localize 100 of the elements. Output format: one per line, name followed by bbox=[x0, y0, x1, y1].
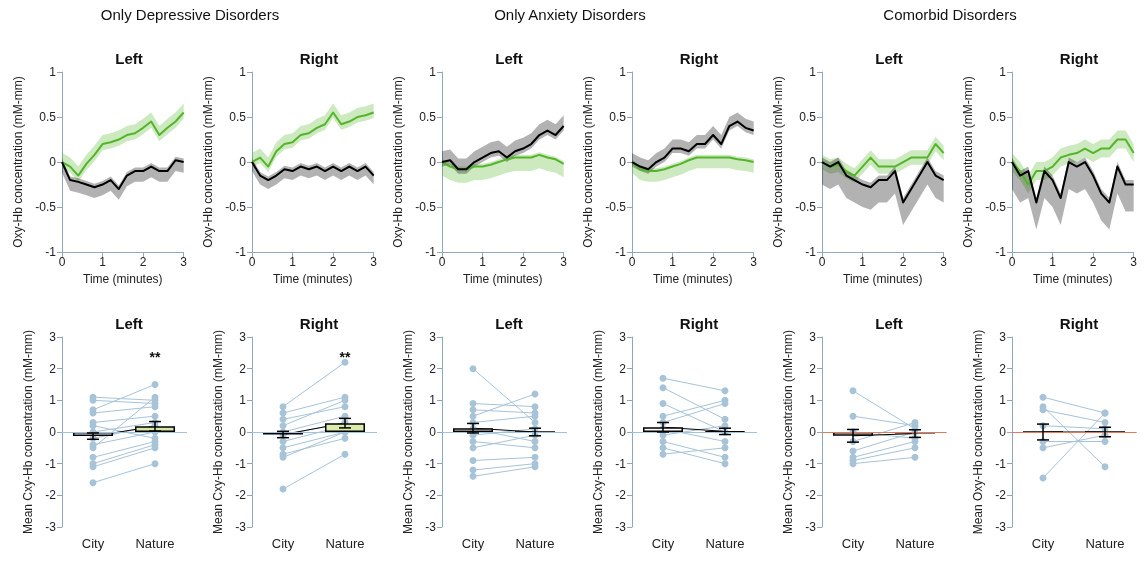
chart-title: Left bbox=[115, 315, 143, 332]
x-tick-label: 3 bbox=[1130, 255, 1138, 270]
y-tick-label: -3 bbox=[45, 520, 57, 534]
y-tick-label: 0.5 bbox=[229, 110, 247, 125]
chart-title: Left bbox=[115, 50, 143, 67]
y-tick-label: -1 bbox=[805, 245, 817, 260]
y-tick-label: -2 bbox=[805, 488, 817, 503]
y-tick-label: -2 bbox=[425, 488, 437, 503]
chart-title: Left bbox=[495, 50, 523, 67]
y-tick-label: 0.5 bbox=[799, 110, 817, 125]
x-tick-label: City bbox=[841, 536, 865, 551]
chart-title: Right bbox=[1059, 50, 1099, 67]
x-axis-title: Time (minutes) bbox=[653, 272, 733, 286]
chart-title: Right bbox=[679, 315, 719, 332]
y-axis-title: Mean Oxy-Hb concentration (mM-mm) bbox=[971, 329, 986, 535]
x-axis-title: Time (minutes) bbox=[273, 272, 353, 286]
y-tick-label: 3 bbox=[999, 330, 1007, 344]
y-tick-label: -2 bbox=[615, 488, 627, 503]
y-tick-label: 0 bbox=[429, 425, 437, 439]
y-tick-label: 0 bbox=[999, 425, 1007, 439]
x-tick-label: 3 bbox=[750, 255, 758, 270]
y-tick-label: 1 bbox=[999, 65, 1007, 79]
y-tick-label: 0.5 bbox=[39, 110, 57, 125]
y-tick-label: 0 bbox=[429, 155, 437, 170]
y-axis-title: Oxy-Hb concentration (mM-mm) bbox=[961, 76, 976, 248]
x-tick-label: City bbox=[81, 536, 105, 551]
x-tick-label: Nature bbox=[325, 536, 365, 551]
x-tick-label: 1 bbox=[859, 255, 867, 270]
y-axis-title: Mean Cxy-Hb concentration (mM-mm) bbox=[21, 329, 36, 535]
y-axis-title: Oxy-Hb concentration (mM-mm) bbox=[201, 76, 216, 248]
y-tick-label: -0.5 bbox=[605, 200, 627, 215]
y-tick-label: 2 bbox=[429, 361, 437, 376]
x-tick-label: City bbox=[271, 536, 295, 551]
x-tick-label: 2 bbox=[139, 255, 147, 270]
x-axis-title: Time (minutes) bbox=[843, 272, 923, 286]
y-tick-label: -1 bbox=[425, 456, 437, 471]
y-tick-label: -1 bbox=[995, 456, 1007, 471]
y-tick-label: 0 bbox=[239, 155, 247, 170]
x-tick-label: Nature bbox=[895, 536, 935, 551]
y-tick-label: -3 bbox=[995, 520, 1007, 534]
y-axis-title: Mean Cxy-Hb concentration (mM-mm) bbox=[211, 329, 226, 535]
x-tick-label: 2 bbox=[709, 255, 717, 270]
y-tick-label: 1 bbox=[49, 65, 57, 79]
x-tick-label: City bbox=[461, 536, 485, 551]
y-tick-label: 0.5 bbox=[609, 110, 627, 125]
y-tick-label: 0 bbox=[809, 425, 817, 439]
y-tick-label: -1 bbox=[45, 456, 57, 471]
x-tick-label: 2 bbox=[519, 255, 527, 270]
chart-title: Right bbox=[1059, 315, 1099, 332]
y-tick-label: -3 bbox=[235, 520, 247, 534]
y-tick-label: -0.5 bbox=[35, 200, 57, 215]
chart-title: Left bbox=[875, 50, 903, 67]
y-tick-label: 1 bbox=[49, 393, 57, 408]
y-axis-title: Oxy-Hb concentration (mM-mm) bbox=[391, 76, 406, 248]
y-tick-label: 0 bbox=[239, 425, 247, 439]
y-tick-label: 2 bbox=[999, 361, 1007, 376]
y-tick-label: -2 bbox=[995, 488, 1007, 503]
x-tick-label: Nature bbox=[705, 536, 745, 551]
y-axis-title: Mean Cxy-Hb concentration (mM-mm) bbox=[781, 329, 796, 535]
y-tick-label: 3 bbox=[619, 330, 627, 344]
x-tick-label: City bbox=[1031, 536, 1055, 551]
y-tick-label: 1 bbox=[239, 65, 247, 79]
x-axis-title: Time (minutes) bbox=[83, 272, 163, 286]
x-tick-label: 1 bbox=[1049, 255, 1057, 270]
y-axis-title: Oxy-Hb concentration (mM-mm) bbox=[771, 76, 786, 248]
x-tick-label: 2 bbox=[899, 255, 907, 270]
y-tick-label: 1 bbox=[619, 65, 627, 79]
y-tick-label: 3 bbox=[49, 330, 57, 344]
y-tick-label: -1 bbox=[615, 245, 627, 260]
y-tick-label: -1 bbox=[45, 245, 57, 260]
y-tick-label: -0.5 bbox=[795, 200, 817, 215]
y-tick-label: 2 bbox=[49, 361, 57, 376]
chart-title: Right bbox=[299, 315, 339, 332]
y-tick-label: 0 bbox=[809, 155, 817, 170]
x-tick-label: 1 bbox=[669, 255, 677, 270]
x-tick-label: 3 bbox=[940, 255, 948, 270]
y-tick-label: 0 bbox=[49, 155, 57, 170]
x-tick-label: 3 bbox=[560, 255, 568, 270]
x-tick-label: City bbox=[651, 536, 675, 551]
y-axis-title: Oxy-Hb concentration (mM-mm) bbox=[11, 76, 26, 248]
y-tick-label: 0 bbox=[619, 425, 627, 439]
x-tick-label: 3 bbox=[180, 255, 188, 270]
y-tick-label: 1 bbox=[809, 393, 817, 408]
y-axis-title: Oxy-Hb concentration (mM-mm) bbox=[581, 76, 596, 248]
y-tick-label: -1 bbox=[805, 456, 817, 471]
x-tick-label: 1 bbox=[99, 255, 107, 270]
x-tick-label: Nature bbox=[1085, 536, 1125, 551]
y-tick-label: 3 bbox=[809, 330, 817, 344]
y-tick-label: 1 bbox=[999, 393, 1007, 408]
text: Only Depressive Disorders bbox=[99, 6, 281, 23]
x-tick-label: 2 bbox=[1089, 255, 1097, 270]
y-tick-label: -3 bbox=[805, 520, 817, 534]
y-tick-label: -3 bbox=[425, 520, 437, 534]
y-tick-label: 1 bbox=[429, 393, 437, 408]
y-tick-label: 0 bbox=[49, 425, 57, 439]
y-tick-label: 1 bbox=[429, 65, 437, 79]
chart-title: Right bbox=[679, 50, 719, 67]
y-tick-label: -1 bbox=[425, 245, 437, 260]
y-tick-label: -1 bbox=[235, 245, 247, 260]
y-axis-title: Mean Cxy-Hb concentration (mM-mm) bbox=[401, 329, 416, 535]
